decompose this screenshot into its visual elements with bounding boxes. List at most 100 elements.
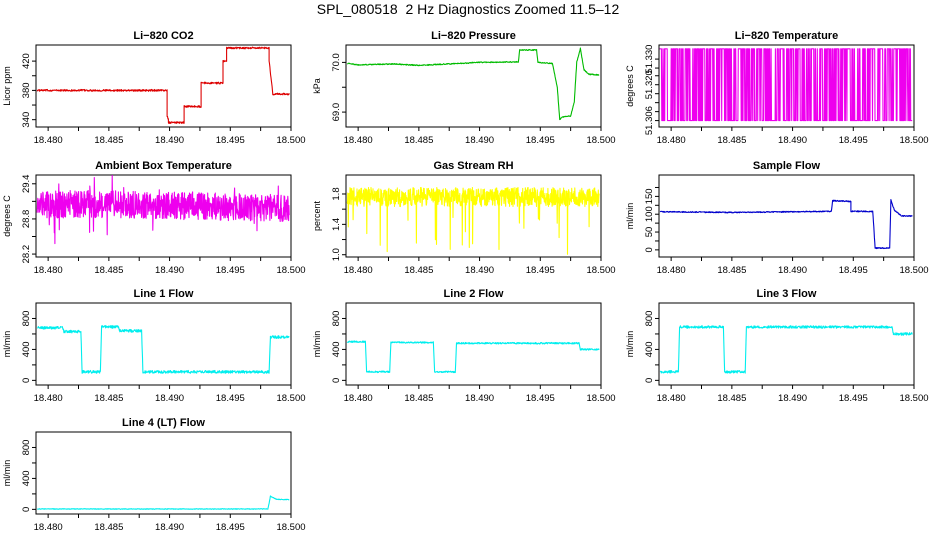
y-axis-label: ml/min <box>2 460 12 487</box>
y-axis-label: kPa <box>312 78 322 94</box>
x-tick-label: 18.480 <box>344 135 373 146</box>
y-tick-label: 69.0 <box>331 103 342 122</box>
plot-frame <box>345 174 602 258</box>
y-tick-label: 51.306 <box>644 106 655 135</box>
y-axis-label: degrees C <box>625 65 635 107</box>
y-axis-label: degrees C <box>2 195 12 237</box>
chart-panel-3: Li−820 Temperature 18.480 18.485 18.490 18.4… <box>625 30 929 146</box>
series-line <box>36 46 290 124</box>
x-tick-label: 18.480 <box>34 135 63 146</box>
x-tick-label: 18.485 <box>94 265 123 276</box>
x-tick-label: 18.500 <box>899 393 928 404</box>
x-tick-label: 18.500 <box>276 522 305 533</box>
series-line <box>659 198 913 250</box>
x-tick-label: 18.480 <box>344 393 373 404</box>
x-tick-label: 18.495 <box>839 135 868 146</box>
series-line <box>37 325 290 374</box>
y-axis-label: ml/min <box>312 331 322 358</box>
y-tick-label: 70.0 <box>331 53 342 72</box>
x-tick-label: 18.485 <box>404 135 433 146</box>
plot-frame <box>345 302 602 386</box>
y-tick-label: 380 <box>21 82 32 98</box>
y-axis-label: ml/min <box>625 203 635 230</box>
chart-panel-8: Line 2 Flow 18.480 18.485 18.490 18.495 18.50… <box>312 288 616 404</box>
series-line <box>36 495 290 510</box>
figure-title: SPL_080518 2 Hz Diagnostics Zoomed 11.5–… <box>316 1 620 17</box>
chart-panel-10: Line 4 (LT) Flow 18.480 18.485 18.490 18.495… <box>2 417 306 533</box>
x-tick-label: 18.480 <box>657 135 686 146</box>
y-tick-label: 800 <box>644 311 655 327</box>
y-tick-label: 29.4 <box>21 175 32 194</box>
x-tick-label: 18.500 <box>586 265 615 276</box>
y-tick-label: 0 <box>331 378 342 383</box>
x-tick-label: 18.480 <box>34 393 63 404</box>
x-tick-label: 18.495 <box>526 265 555 276</box>
x-tick-label: 18.485 <box>404 393 433 404</box>
x-tick-label: 18.490 <box>465 135 494 146</box>
y-tick-label: 1.0 <box>331 248 342 261</box>
x-tick-label: 18.500 <box>276 393 305 404</box>
x-tick-label: 18.495 <box>839 265 868 276</box>
chart-title: Li−820 Temperature <box>735 30 838 42</box>
x-tick-label: 18.490 <box>155 135 184 146</box>
x-tick-label: 18.495 <box>839 393 868 404</box>
x-tick-label: 18.500 <box>899 265 928 276</box>
chart-title: Li−820 Pressure <box>431 30 516 42</box>
chart-panel-2: Li−820 Pressure 18.480 18.485 18.490 18.495 1… <box>312 30 616 146</box>
x-tick-label: 18.500 <box>586 393 615 404</box>
x-tick-label: 18.495 <box>216 522 245 533</box>
y-tick-label: 100 <box>644 206 655 222</box>
chart-title: Gas Stream RH <box>433 160 513 172</box>
y-tick-label: 340 <box>21 112 32 128</box>
x-tick-label: 18.480 <box>657 265 686 276</box>
y-tick-label: 0 <box>21 378 32 383</box>
y-tick-label: 50 <box>644 227 655 238</box>
plot-frame <box>658 44 915 128</box>
x-tick-label: 18.485 <box>94 393 123 404</box>
x-tick-label: 18.480 <box>344 265 373 276</box>
x-tick-label: 18.490 <box>155 522 184 533</box>
x-tick-label: 18.490 <box>465 393 494 404</box>
x-tick-label: 18.480 <box>657 393 686 404</box>
chart-title: Line 1 Flow <box>134 288 194 300</box>
chart-panel-7: Line 1 Flow 18.480 18.485 18.490 18.495 18.50… <box>2 288 306 404</box>
x-tick-label: 18.490 <box>155 265 184 276</box>
x-tick-label: 18.490 <box>778 393 807 404</box>
y-axis-label: ml/min <box>2 331 12 358</box>
x-tick-label: 18.500 <box>276 265 305 276</box>
x-tick-label: 18.500 <box>276 135 305 146</box>
y-axis-label: percent <box>312 200 322 231</box>
y-tick-label: 1.8 <box>331 187 342 200</box>
chart-panel-5: Gas Stream RH 18.480 18.485 18.490 18.495 18.… <box>312 160 616 276</box>
x-tick-label: 18.495 <box>216 393 245 404</box>
series-line <box>659 325 913 374</box>
chart-panel-1: Li−820 CO2 18.480 18.485 18.490 18.495 18.500… <box>2 30 306 146</box>
chart-title: Ambient Box Temperature <box>95 160 232 172</box>
chart-title: Line 4 (LT) Flow <box>122 417 205 429</box>
x-tick-label: 18.500 <box>586 135 615 146</box>
y-tick-label: 0 <box>644 378 655 383</box>
series-line <box>347 47 600 121</box>
series-line <box>346 186 600 255</box>
y-tick-label: 28.8 <box>21 210 32 229</box>
chart-title: Line 3 Flow <box>757 288 817 300</box>
x-tick-label: 18.485 <box>404 265 433 276</box>
chart-title: Sample Flow <box>753 160 821 172</box>
y-tick-label: 420 <box>21 53 32 69</box>
x-tick-label: 18.495 <box>526 393 555 404</box>
y-tick-label: 0 <box>644 247 655 252</box>
x-tick-label: 18.495 <box>216 135 245 146</box>
x-tick-label: 18.495 <box>526 135 555 146</box>
x-tick-label: 18.490 <box>465 265 494 276</box>
series-line <box>346 340 600 374</box>
plot-frame <box>35 174 292 258</box>
y-tick-label: 1.4 <box>331 218 342 231</box>
x-tick-label: 18.480 <box>34 265 63 276</box>
chart-panel-6: Sample Flow 18.480 18.485 18.490 18.495 18.50… <box>625 160 929 276</box>
plot-frame <box>35 44 292 128</box>
x-tick-label: 18.485 <box>717 265 746 276</box>
y-tick-label: 800 <box>21 440 32 456</box>
x-tick-label: 18.485 <box>94 522 123 533</box>
